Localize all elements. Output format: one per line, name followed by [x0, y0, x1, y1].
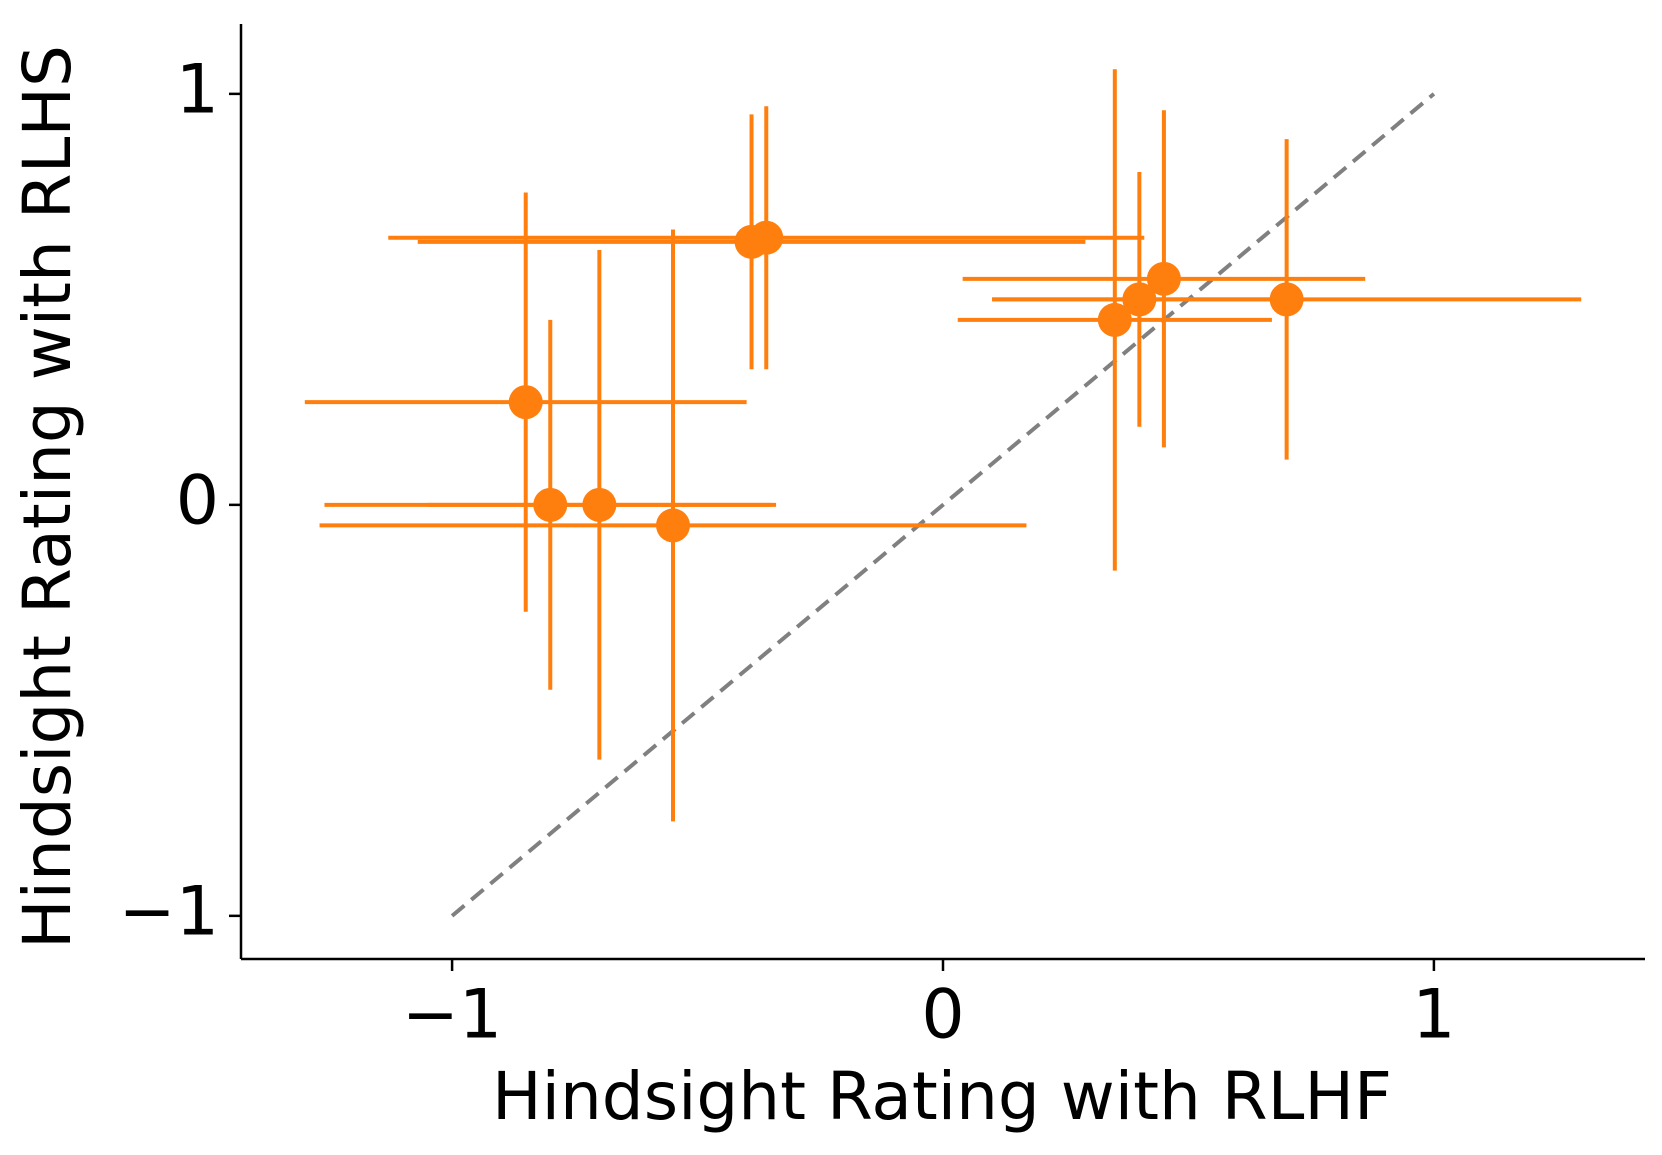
point [656, 508, 690, 543]
point [1122, 282, 1157, 317]
point [582, 487, 617, 522]
point [1146, 261, 1181, 296]
point [749, 220, 784, 255]
x-tick-label: −1 [402, 976, 502, 1055]
y-tick-label: 1 [176, 50, 219, 129]
point [1269, 282, 1304, 317]
reference-line [450, 92, 1436, 918]
point [1097, 302, 1132, 337]
y-tick-label: −1 [119, 872, 219, 951]
point [508, 385, 543, 420]
x-tick-label: 0 [921, 976, 964, 1055]
y-axis-label: Hindsight Rating with RLHS [9, 45, 86, 949]
y-tick-label: 0 [176, 461, 219, 540]
x-tick-label: 1 [1412, 976, 1455, 1055]
x-axis-label: Hindsight Rating with RLHF [492, 1058, 1392, 1135]
point [533, 487, 568, 522]
